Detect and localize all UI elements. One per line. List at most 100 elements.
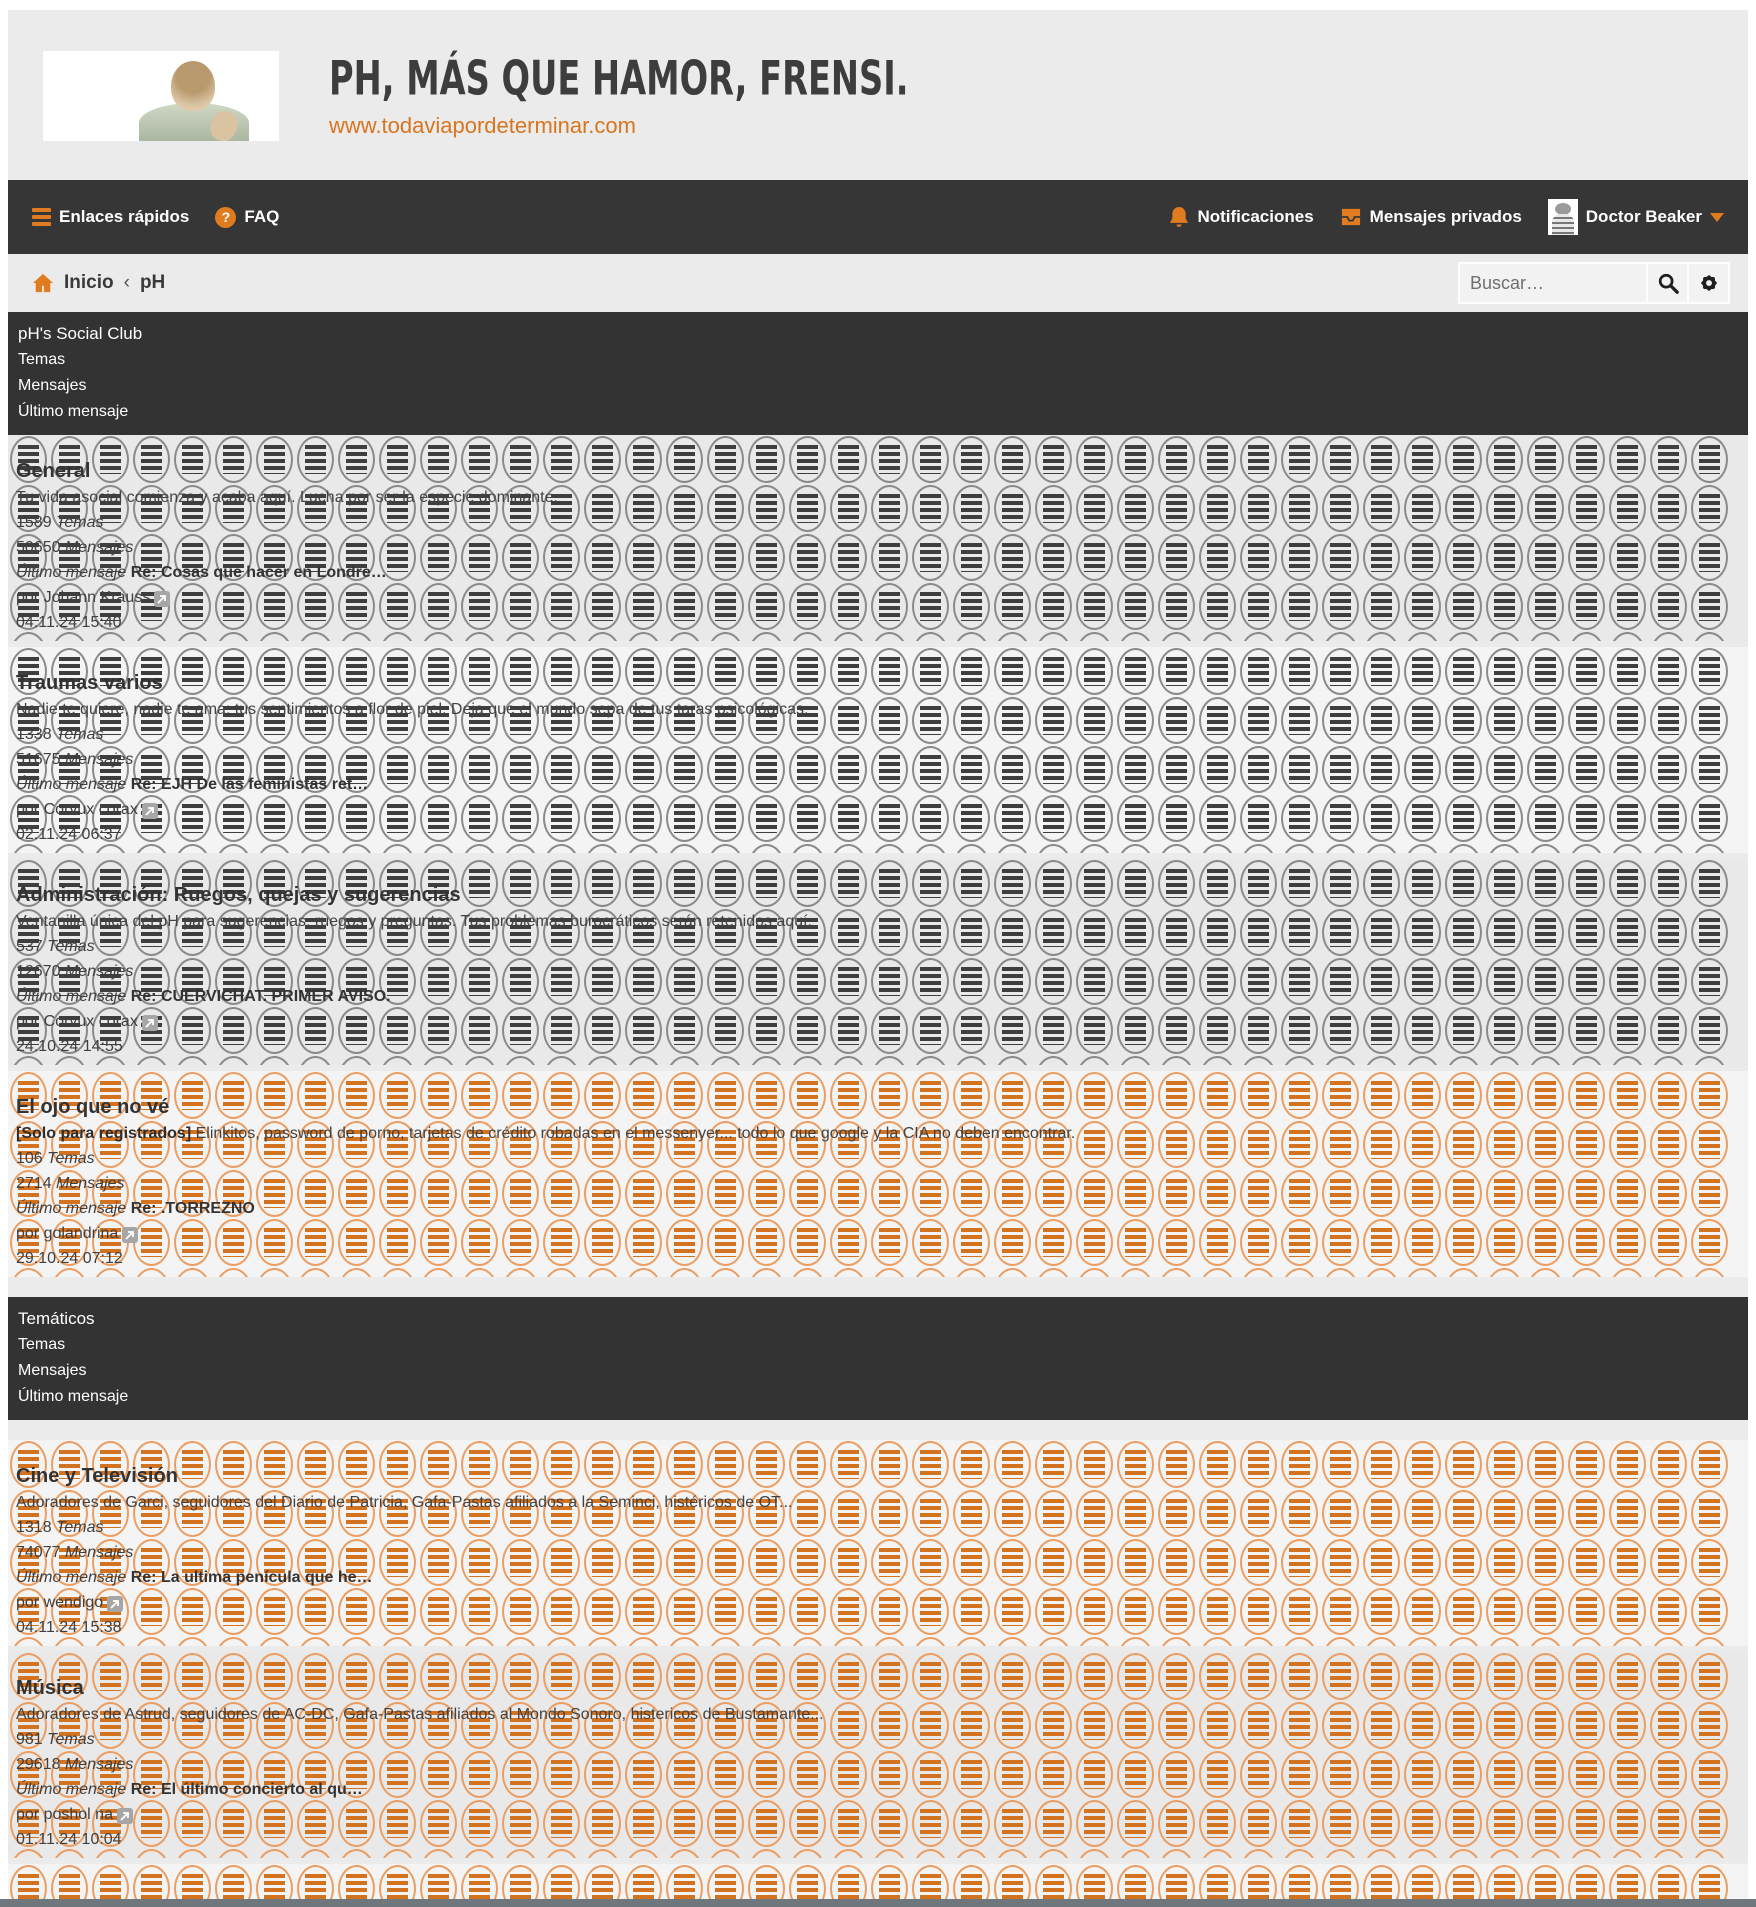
forum-lines-icon [1566,435,1607,484]
forum-lines-icon [1074,484,1115,533]
forum-lines-icon [1156,533,1197,582]
last-post-subject-link[interactable]: Re: CUERVICHAT. PRIMER AVISO. [130,988,391,1005]
forum-lines-icon [90,582,131,631]
user-avatar [1547,199,1578,235]
forum-title-link[interactable]: General [16,460,91,482]
forum-lines-icon [746,484,787,533]
author-link[interactable]: Corvux corax [43,1013,138,1030]
author-link[interactable]: wendigo [43,1594,104,1611]
forum-title-link[interactable]: Cine y Televisión [16,1465,178,1487]
site-url-link[interactable]: www.todaviapordeterminar.com [329,112,636,138]
forum-lines-icon [1443,484,1484,533]
author-link[interactable]: Johann Krauss [43,589,151,606]
forum-last-author: por golandrina [16,1221,1748,1246]
section-title-link[interactable]: pH's Social Club [18,324,143,343]
forum-lines-icon [8,435,49,484]
forum-lines-icon [992,484,1033,533]
forum-lines-icon [705,484,746,533]
forum-lines-icon [131,435,172,484]
forum-lines-icon [254,582,295,631]
forum-lines-icon [1648,533,1689,582]
notifications-button[interactable]: Notificaciones [1169,206,1314,228]
forum-lines-icon [1402,484,1443,533]
site-logo-image[interactable] [43,51,279,141]
forum-lines-icon [1566,484,1607,533]
breadcrumb-separator: ‹ [123,272,130,293]
forum-lines-icon [869,533,910,582]
breadcrumb-home-link[interactable]: Inicio [64,272,114,293]
author-link[interactable]: golandrina [43,1225,119,1242]
goto-last-post-icon[interactable] [141,1015,158,1031]
forum-lines-icon [213,435,254,484]
forum-lines-icon [869,484,910,533]
forum-lines-icon [1525,533,1566,582]
last-post-subject-link[interactable]: Re: Cosas que hacer en Londre… [130,564,387,581]
forum-last-post: Último mensaje Re: CUERVICHAT. PRIMER AV… [16,988,391,1005]
forum-lines-icon [1033,533,1074,582]
author-link[interactable]: Corvux corax [43,801,138,818]
forum-lines-icon [1238,484,1279,533]
forum-lines-icon [664,484,705,533]
forum-lines-icon [1197,435,1238,484]
forum-lines-icon [828,533,869,582]
goto-last-post-icon[interactable] [141,803,158,819]
forum-last-author: por Johann Krauss [16,585,1748,610]
gear-icon [1700,275,1717,291]
forum-lines-icon [1689,484,1730,533]
user-menu[interactable]: Doctor Beaker [1547,199,1724,235]
forum-lines-icon [1115,484,1156,533]
forum-lines-icon [992,533,1033,582]
last-post-subject-link[interactable]: Re: EJH De las feministas ret… [130,776,369,793]
search-input[interactable] [1458,262,1648,304]
forum-title-link[interactable]: El ojo que no vé [16,1096,170,1118]
forum-lines-icon [1197,533,1238,582]
section-title-link[interactable]: Temáticos [18,1309,95,1328]
forum-title-link[interactable]: Administración: Ruegos, quejas y sugeren… [16,884,461,906]
breadcrumb-current-link[interactable]: pH [139,272,166,293]
forum-lines-icon [213,533,254,582]
goto-last-post-icon[interactable] [122,1227,139,1243]
forum-lines-icon [787,435,828,484]
goto-last-post-icon[interactable] [154,591,171,607]
private-messages-button[interactable]: Mensajes privados [1340,207,1522,227]
forum-lines-icon [377,484,418,533]
forum-last-date: 29.10.24 07:12 [16,1250,123,1267]
author-link[interactable]: poshol na [43,1806,113,1823]
forum-lines-icon [131,533,172,582]
breadcrumb-bar: Inicio ‹ pH [8,254,1748,312]
forum-lines-icon [336,582,377,631]
search-button[interactable] [1648,262,1689,304]
forum-title-link[interactable]: Traumas varios [16,672,163,694]
forum-lines-icon [459,435,500,484]
search-settings-button[interactable] [1689,262,1730,304]
forum-lines-icon [500,484,541,533]
forum-row: El ojo que no vé [Solo para registrados]… [8,1071,1748,1277]
forum-topic-count: 981 Temas [16,1731,95,1748]
forum-title-link[interactable]: Música [16,1677,84,1699]
bell-icon [1170,207,1189,227]
logo-figure-head [171,61,215,111]
forum-lines-icon [787,484,828,533]
forum-row: Música Adoradores de Astrud, seguidores … [8,1652,1748,1858]
forum-row: Administración: Ruegos, quejas y sugeren… [8,859,1748,1065]
forum-lines-icon [1361,484,1402,533]
forum-lines-icon [1484,533,1525,582]
goto-last-post-icon[interactable] [116,1808,133,1824]
last-post-subject-link[interactable]: Re: .TORREZNO [130,1200,255,1217]
hamburger-icon [32,208,51,226]
forum-lines-icon [1279,533,1320,582]
forum-lines-icon [1156,484,1197,533]
forum-lines-icon [336,484,377,533]
forum-lines-icon [1074,435,1115,484]
quick-links-menu[interactable]: Enlaces rápidos [32,207,189,227]
last-post-subject-link[interactable]: Re: La ultima penícula que he… [130,1569,373,1586]
forum-lines-icon [1279,435,1320,484]
faq-link[interactable]: ? FAQ [215,206,279,228]
goto-last-post-icon[interactable] [107,1596,124,1612]
forum-lines-icon [1648,435,1689,484]
forum-row: Cine y Televisión Adoradores de Garci, s… [8,1440,1748,1646]
forum-message-count: 74077 Mensajes [16,1544,134,1561]
forum-lines-icon [705,533,746,582]
last-post-subject-link[interactable]: Re: El último concierto al qu… [130,1781,363,1798]
forum-lines-icon [1320,435,1361,484]
